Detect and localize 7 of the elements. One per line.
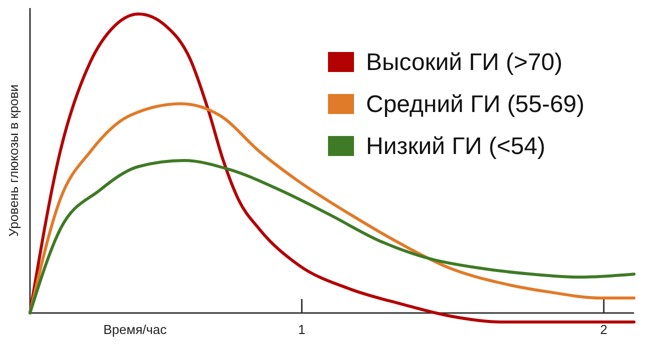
x-tick-label: 2: [600, 322, 608, 337]
x-axis-title: Время/час: [103, 322, 168, 337]
y-axis-title: Уровень глюкозы в крови: [6, 84, 21, 237]
legend-label: Средний ГИ (55-69): [366, 91, 585, 118]
legend-label: Высокий ГИ (>70): [366, 49, 562, 76]
x-tick-label: 1: [298, 322, 306, 337]
legend-label: Низкий ГИ (<54): [366, 133, 546, 160]
